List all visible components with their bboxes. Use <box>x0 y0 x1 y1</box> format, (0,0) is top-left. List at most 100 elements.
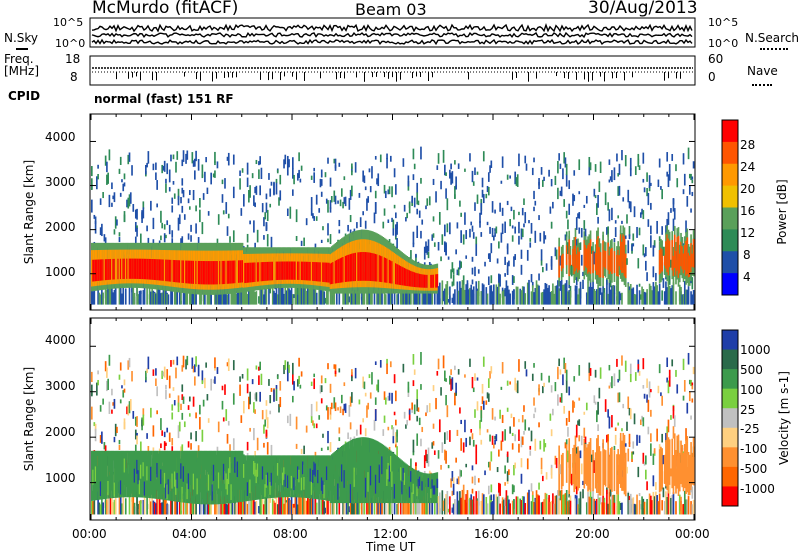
power-echo <box>544 282 547 305</box>
velocity-echo <box>261 466 264 480</box>
velocity-colorbar-swatch <box>722 349 738 370</box>
velocity-echo <box>455 391 457 396</box>
power-echo <box>240 280 243 305</box>
power-echo <box>97 281 99 305</box>
velocity-echo <box>167 450 170 501</box>
power-echo <box>171 197 174 204</box>
velocity-echo <box>506 380 509 386</box>
velocity-echo <box>444 498 446 515</box>
power-echo <box>190 260 192 284</box>
nave-tick <box>536 72 537 79</box>
power-echo <box>129 192 132 204</box>
noise-left-legend-line <box>16 48 28 50</box>
power-echo <box>266 261 269 281</box>
velocity-echo <box>400 501 402 515</box>
velocity-echo <box>454 499 456 515</box>
power-echo <box>553 293 555 305</box>
velocity-echo <box>248 455 250 501</box>
velocity-echo <box>132 450 135 498</box>
velocity-echo <box>405 463 407 504</box>
power-echo <box>479 221 481 228</box>
velocity-echo <box>688 391 691 402</box>
velocity-echo <box>243 463 245 478</box>
power-echo <box>543 289 545 305</box>
power-echo <box>186 260 189 284</box>
velocity-echo <box>99 504 102 515</box>
power-echo <box>418 210 421 218</box>
velocity-echo <box>511 443 514 450</box>
velocity-echo <box>565 369 568 381</box>
power-echo <box>653 286 656 305</box>
power-echo <box>494 232 496 237</box>
power-echo <box>146 258 148 280</box>
velocity-echo <box>338 447 341 504</box>
velocity-echo <box>129 450 132 498</box>
power-echo <box>560 186 563 197</box>
velocity-echo <box>279 455 282 498</box>
velocity-echo <box>629 493 632 515</box>
velocity-echo <box>479 428 481 436</box>
power-echo <box>480 232 483 237</box>
velocity-echo <box>216 446 219 455</box>
velocity-echo <box>230 503 233 515</box>
power-echo <box>119 156 122 165</box>
power-echo <box>560 279 563 305</box>
power-echo <box>142 258 145 280</box>
velocity-echo <box>163 493 166 515</box>
power-echo <box>166 259 169 282</box>
velocity-echo <box>334 402 337 412</box>
velocity-echo <box>548 495 550 515</box>
power-echo <box>128 152 131 162</box>
power-echo <box>166 293 169 305</box>
velocity-echo <box>300 494 303 515</box>
velocity-echo <box>201 450 204 505</box>
velocity-echo <box>562 374 564 386</box>
power-echo <box>297 261 299 280</box>
power-echo <box>616 280 618 305</box>
velocity-echo <box>243 493 245 515</box>
power-echo <box>594 290 597 305</box>
velocity-echo <box>577 504 579 515</box>
velocity-echo <box>392 452 395 504</box>
power-echo <box>347 254 349 282</box>
power-echo <box>405 217 407 222</box>
velocity-echo <box>525 369 528 377</box>
velocity-echo <box>393 411 396 416</box>
power-echo <box>371 252 373 282</box>
velocity-echo <box>538 384 540 396</box>
power-echo <box>293 261 295 280</box>
velocity-echo <box>613 502 616 515</box>
power-echo <box>565 163 568 175</box>
power-echo <box>396 263 398 285</box>
power-echo <box>265 222 268 230</box>
velocity-echo <box>666 497 669 515</box>
velocity-echo <box>420 472 422 504</box>
power-echo <box>266 209 269 222</box>
power-echo <box>624 253 627 279</box>
power-echo <box>224 286 226 305</box>
power-echo <box>651 290 653 305</box>
nave-right-label: Nave <box>747 64 778 78</box>
power-echo <box>356 239 358 288</box>
velocity-echo <box>128 496 131 515</box>
velocity-echo <box>251 491 254 515</box>
velocity-echo <box>166 484 169 500</box>
velocity-echo <box>111 490 113 515</box>
power-echo <box>156 259 158 281</box>
velocity-echo <box>602 439 604 496</box>
velocity-echo <box>398 458 401 504</box>
power-echo <box>351 185 353 197</box>
power-echo <box>560 255 563 272</box>
velocity-echo <box>393 453 396 504</box>
velocity-echo <box>673 433 676 486</box>
power-echo <box>436 165 439 170</box>
power-echo <box>312 213 314 219</box>
velocity-echo <box>315 423 318 429</box>
velocity-echo <box>403 472 406 485</box>
velocity-echo <box>486 392 489 399</box>
velocity-echo <box>273 389 275 402</box>
power-echo <box>613 292 616 305</box>
power-echo <box>240 208 243 216</box>
power-echo <box>155 172 157 180</box>
velocity-echo <box>643 501 646 515</box>
